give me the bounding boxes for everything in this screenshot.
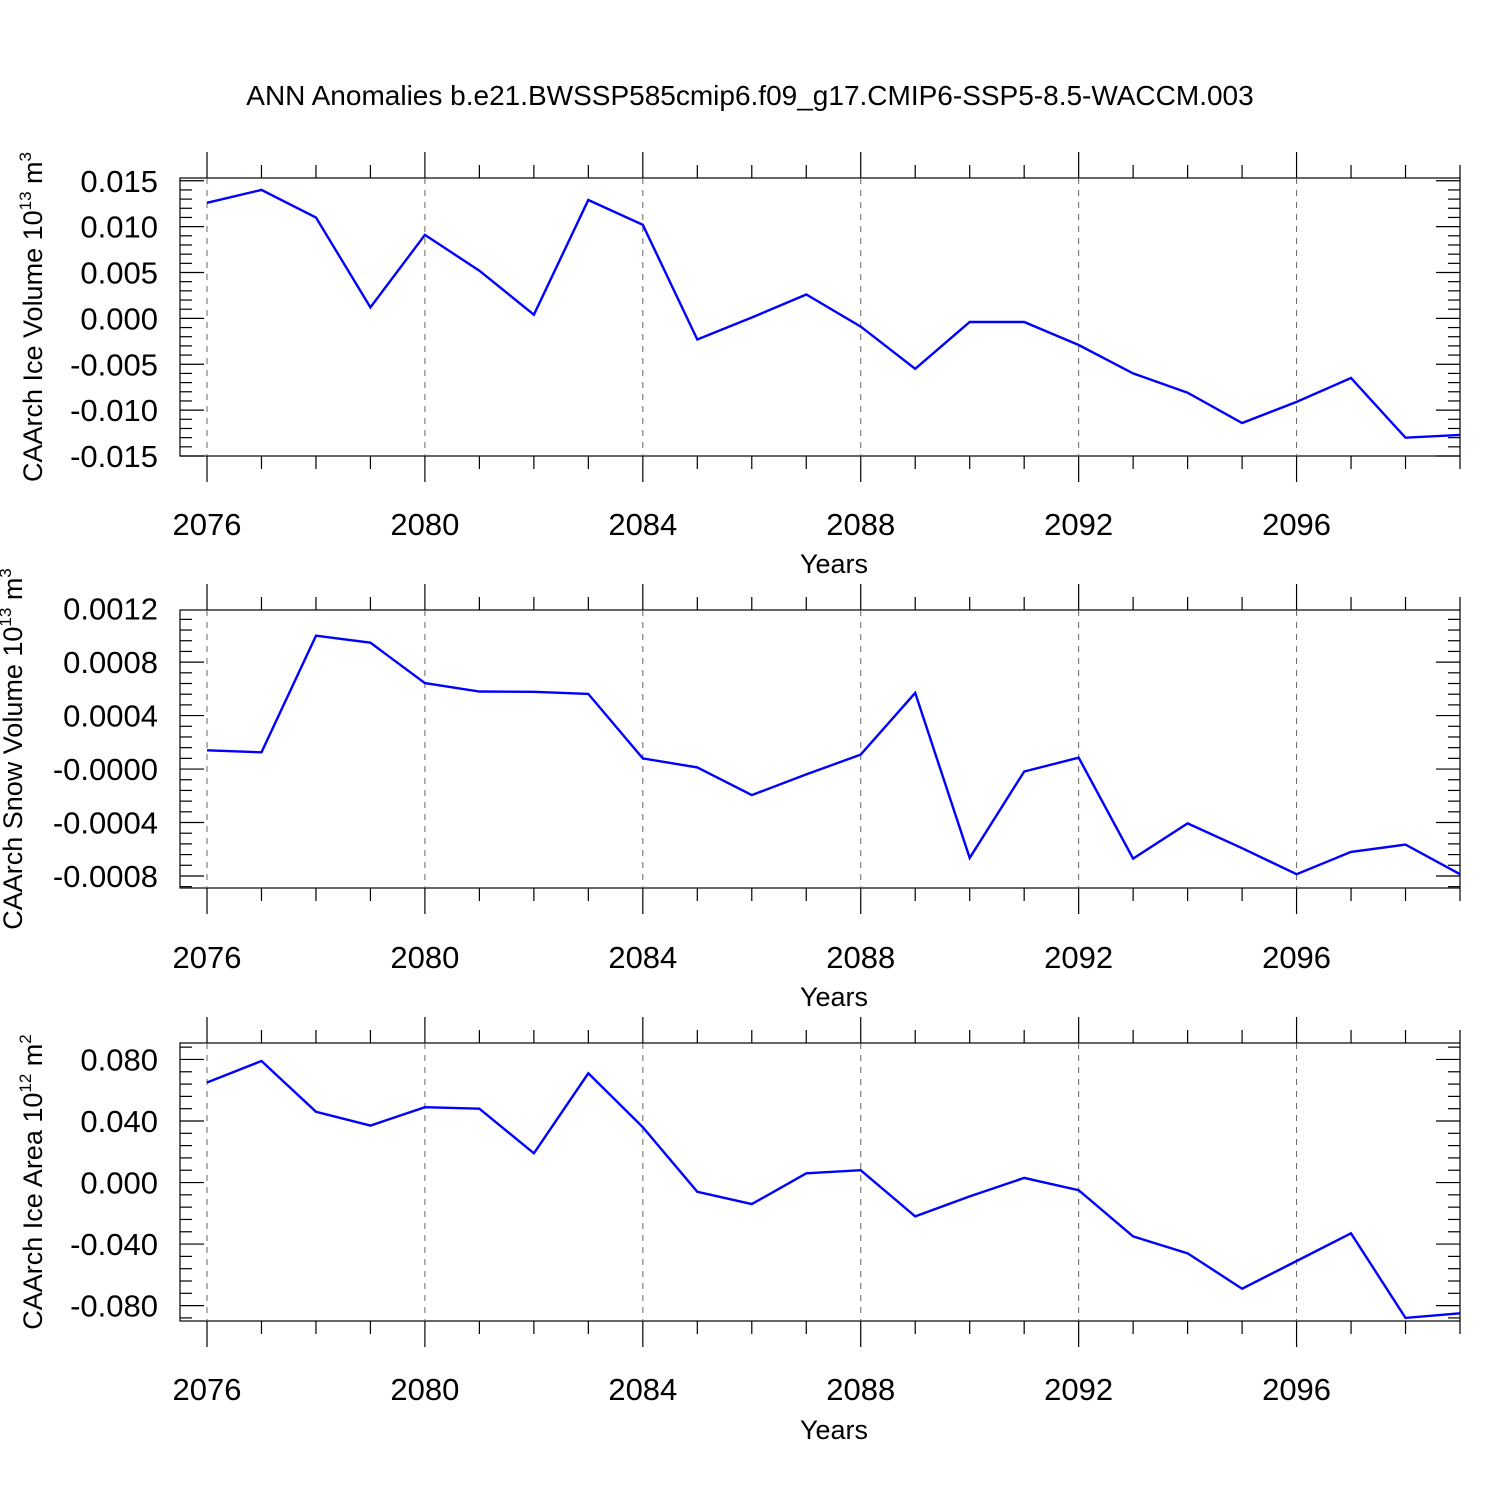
y-tick-label: 0.000 [80,1166,158,1201]
x-tick-label: 2088 [826,1372,895,1407]
y-tick-label: -0.0008 [53,859,158,894]
y-tick-label: 0.010 [80,210,158,245]
y-tick-label: -0.005 [70,347,158,382]
y-label-exp: 12 [16,1074,35,1093]
y-axis-label: CAArch Snow Volume 1013 m3 [0,568,28,930]
series-line [206,188,1461,439]
y-label-name: CAArch Ice Area 10 [18,1093,48,1330]
x-tick-label: 2076 [173,1372,242,1407]
y-label-unit-exp: 3 [0,568,15,577]
y-tick-label: 0.005 [80,256,158,291]
x-tick-label: 2092 [1044,940,1113,975]
y-label-unit-exp: 3 [16,152,35,161]
y-tick-label: -0.010 [70,393,158,428]
panel-2: -0.0008 -0.0004 -0.0000 0.0004 0.0008 0.0012 2… [0,568,1461,1012]
panels: -0.015-0.010-0.0050.0000.0050.0100.01520… [0,152,1461,1445]
x-tick-label: 2080 [390,1372,459,1407]
y-tick-label: 0.000 [80,301,158,336]
y-label-unit: m [18,161,48,191]
x-tick-label: 2096 [1262,1372,1331,1407]
y-tick-label: 0.080 [80,1042,158,1077]
y-tick-label: -0.015 [70,439,158,474]
x-tick-label: 2096 [1262,507,1331,542]
plot-frame [179,177,1461,457]
chart-title: ANN Anomalies b.e21.BWSSP585cmip6.f09_g1… [246,80,1253,111]
panel-1: -0.015 -0.010 -0.005 0.000 0.005 0.010 0.015 20… [16,152,1461,579]
x-axis-label: Years [800,982,868,1012]
x-tick-label: 2076 [173,507,242,542]
x-tick-label: 2088 [826,507,895,542]
y-axis-label: CAArch Ice Volume 1013 m3 [16,152,48,482]
y-label-exp: 13 [16,191,35,210]
y-tick-label: -0.0000 [53,752,158,787]
series-line [206,634,1461,876]
x-tick-label: 2096 [1262,940,1331,975]
x-tick-label: 2084 [608,1372,677,1407]
y-label-unit-exp: 2 [16,1034,35,1043]
x-tick-label: 2084 [608,507,677,542]
y-axis-label: CAArch Ice Area 1012 m2 [16,1034,48,1330]
x-tick-label: 2092 [1044,1372,1113,1407]
x-tick-label: 2092 [1044,507,1113,542]
plot-frame [179,609,1461,889]
x-axis-label: Years [800,549,868,579]
x-tick-label: 2080 [390,940,459,975]
x-tick-label: 2088 [826,940,895,975]
y-tick-label: 0.0012 [63,592,158,627]
x-tick-label: 2080 [390,507,459,542]
plot-frame [179,1042,1461,1322]
y-tick-label: -0.040 [70,1227,158,1262]
y-tick-label: -0.080 [70,1289,158,1324]
series-line [206,1059,1461,1320]
y-label-name: CAArch Ice Volume 10 [18,210,48,482]
y-tick-label: 0.040 [80,1104,158,1139]
y-tick-label: 0.0004 [63,699,158,734]
y-tick-label: 0.0008 [63,645,158,680]
y-tick-label: 0.015 [80,164,158,199]
x-tick-label: 2084 [608,940,677,975]
y-tick-label: -0.0004 [53,806,158,841]
x-axis-label: Years [800,1415,868,1445]
y-label-unit: m [0,578,28,608]
y-label-unit: m [18,1044,48,1074]
y-label-name: CAArch Snow Volume 10 [0,627,28,930]
x-tick-label: 2076 [173,940,242,975]
y-label-exp: 13 [0,608,15,627]
panel-3: -0.080 -0.040 0.000 0.040 0.080 2076 2080 2084 2… [16,1017,1461,1445]
